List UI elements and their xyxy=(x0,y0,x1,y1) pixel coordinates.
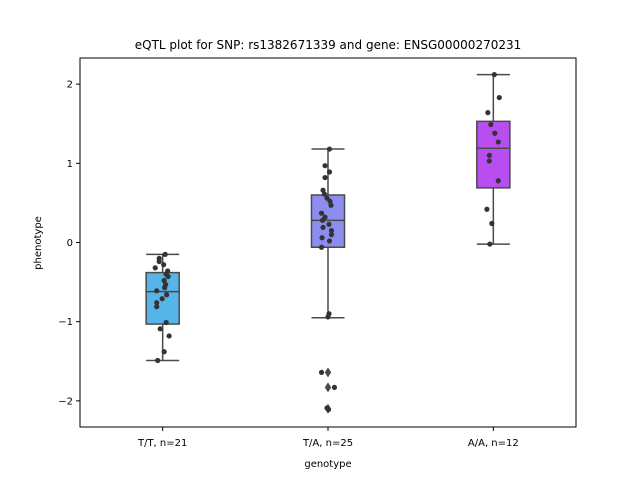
data-point xyxy=(325,406,332,413)
data-point xyxy=(322,163,328,169)
data-point xyxy=(164,292,170,298)
box-group xyxy=(145,253,180,362)
x-tick-label: T/A, n=25 xyxy=(302,438,353,449)
x-tick-label: A/A, n=12 xyxy=(468,438,519,449)
data-point xyxy=(491,72,497,78)
data-point xyxy=(326,238,333,244)
y-axis-label: phenotype xyxy=(33,216,44,270)
data-point xyxy=(486,152,492,158)
data-point xyxy=(162,251,168,257)
y-tick-label: −2 xyxy=(58,396,73,407)
data-point xyxy=(163,319,169,326)
data-point xyxy=(328,228,335,234)
data-point xyxy=(319,217,326,223)
data-point xyxy=(318,210,325,216)
data-point xyxy=(485,110,491,116)
data-point xyxy=(320,224,326,231)
plot-area xyxy=(145,72,511,414)
y-tick-label: −1 xyxy=(58,317,73,328)
data-point xyxy=(326,169,333,175)
data-point xyxy=(162,285,168,291)
data-point xyxy=(157,326,163,332)
data-point xyxy=(495,178,501,184)
data-point xyxy=(161,277,167,284)
data-point xyxy=(156,258,162,265)
data-point xyxy=(161,349,167,355)
data-point xyxy=(154,304,160,310)
data-point xyxy=(326,146,333,152)
data-point xyxy=(328,231,335,238)
data-point xyxy=(165,273,171,280)
data-point xyxy=(155,357,161,364)
data-point xyxy=(166,333,172,339)
data-point xyxy=(322,174,328,181)
data-point xyxy=(326,221,332,227)
data-point xyxy=(495,139,501,145)
data-point xyxy=(152,265,158,271)
data-point xyxy=(331,384,338,391)
data-point xyxy=(318,244,325,250)
data-point xyxy=(489,220,495,227)
box-group xyxy=(310,148,346,414)
data-point xyxy=(496,94,502,101)
y-tick-label: 0 xyxy=(67,238,73,249)
data-point xyxy=(487,241,493,247)
data-point xyxy=(484,206,490,212)
data-point xyxy=(318,369,325,375)
data-point xyxy=(161,262,167,268)
data-point xyxy=(159,296,165,302)
data-point xyxy=(488,121,494,128)
data-point xyxy=(154,300,160,306)
data-point xyxy=(154,288,160,294)
axes: −2 −1 0 1 2 T/T, n=21 T/A, n=25 A/A, n=12 xyxy=(58,80,519,449)
box-group xyxy=(476,73,511,245)
data-point xyxy=(486,158,492,164)
data-point xyxy=(319,235,325,241)
data-point xyxy=(320,187,326,193)
outlier-marker xyxy=(324,367,332,378)
chart-title: eQTL plot for SNP: rs1382671339 and gene… xyxy=(135,38,522,52)
data-point xyxy=(492,130,498,136)
data-point xyxy=(327,198,333,204)
x-axis-label: genotype xyxy=(304,459,351,470)
box-iqr xyxy=(310,194,346,249)
data-point xyxy=(328,202,334,208)
y-tick-label: 2 xyxy=(67,80,73,91)
x-tick-label: T/T, n=21 xyxy=(137,438,187,449)
outlier-marker xyxy=(324,382,332,393)
data-point xyxy=(321,191,328,197)
y-tick-label: 1 xyxy=(67,159,73,170)
data-point xyxy=(325,314,331,320)
